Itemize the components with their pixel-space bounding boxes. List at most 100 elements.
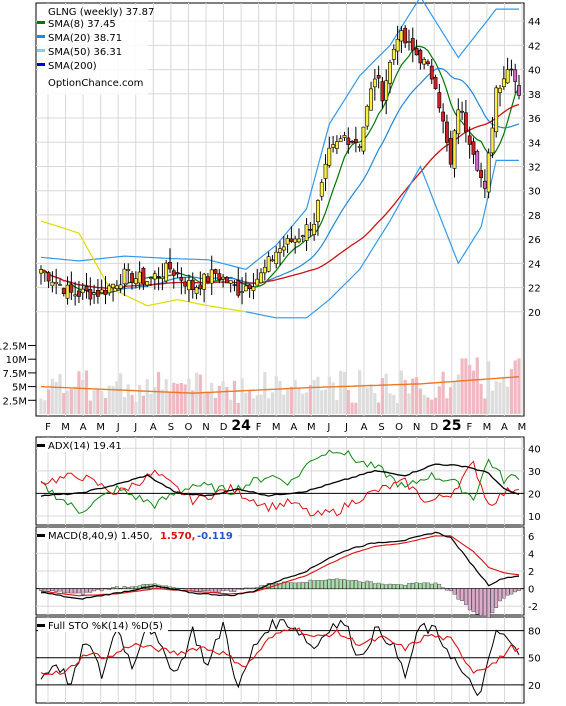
volume-bar — [119, 373, 123, 414]
macd-histogram-bar — [475, 588, 480, 615]
macd-histogram-bar — [115, 586, 119, 589]
candle-body — [232, 284, 237, 286]
macd-histogram-bar — [217, 588, 222, 593]
stochastic-label: Full STO %K(14) %D(5) — [48, 621, 163, 632]
volume-bar — [468, 364, 472, 414]
macd-histogram-bar — [456, 588, 461, 600]
volume-bar — [103, 397, 108, 414]
candle-body — [403, 27, 408, 44]
candle-body — [486, 152, 491, 193]
candle-body — [164, 262, 169, 282]
volume-bar — [157, 371, 161, 414]
candle-body — [323, 163, 328, 179]
macd-histogram-bar — [244, 587, 248, 589]
x-month-label: J — [344, 422, 348, 433]
volume-bar — [236, 402, 240, 414]
x-month-label: J — [116, 422, 120, 433]
macd-histogram-bar — [247, 587, 252, 589]
x-month-label: N — [202, 422, 209, 433]
price-y-tick: 22 — [528, 284, 541, 295]
macd-histogram-bar — [346, 580, 351, 589]
candle-body — [479, 170, 483, 178]
volume-bar — [145, 379, 149, 414]
volume-bar — [240, 378, 244, 414]
macd-histogram-bar — [505, 588, 510, 596]
volume-bar — [77, 371, 81, 414]
candle-body — [316, 200, 320, 223]
volume-bar — [126, 384, 130, 414]
candle-body — [145, 281, 150, 286]
macd-histogram-bar — [335, 578, 339, 589]
candle-body — [418, 49, 423, 64]
volume-bar — [289, 386, 293, 414]
candle-body — [50, 281, 55, 287]
macd-histogram-bar — [61, 588, 66, 594]
volume-bar — [122, 397, 127, 414]
x-month-label: J — [326, 422, 330, 433]
volume-bar — [149, 393, 153, 414]
price-y-tick: 42 — [528, 41, 541, 52]
volume-bars — [39, 357, 521, 414]
macd-line — [40, 531, 520, 600]
macd-histogram-bar — [426, 582, 430, 589]
volume-bar — [433, 397, 438, 414]
macd-histogram-bar — [418, 583, 423, 589]
macd-histogram-bar — [407, 583, 411, 589]
volume-bar — [217, 385, 221, 414]
price-y-tick: 20 — [528, 308, 541, 319]
candle-body — [308, 228, 313, 231]
macd-histogram-bar — [452, 588, 457, 595]
macd-histogram-bar — [88, 588, 93, 593]
macd-histogram-bar — [357, 581, 362, 589]
candle-body — [274, 251, 279, 264]
sto-label-bg — [38, 619, 168, 632]
adx-y-tick: 10 — [528, 512, 541, 523]
volume-bar — [92, 390, 96, 414]
volume-bar — [267, 398, 271, 414]
volume-bar — [96, 388, 100, 414]
candle-body — [456, 109, 461, 135]
macd-histogram-bar — [111, 587, 115, 589]
x-month-label: M — [96, 422, 105, 433]
volume-bar — [316, 376, 320, 414]
macd-histogram-bar — [486, 588, 491, 618]
legend-sma20: SMA(20) 38.71 — [48, 33, 122, 44]
macd-histogram-bar — [471, 588, 476, 613]
axis-labels: F M A M J J A S O N D 24 F M A M J J A S O N D 25 F M A M2022242628… — [0, 17, 541, 692]
volume-bar — [225, 387, 229, 414]
x-month-label: M — [61, 422, 70, 433]
x-month-label: A — [361, 422, 368, 433]
macd-histogram-bar — [316, 580, 320, 589]
candle-body — [152, 273, 157, 280]
volume-bar — [107, 385, 111, 414]
macd-histogram-bar — [107, 588, 112, 590]
adx-y-tick: 20 — [528, 489, 541, 500]
candle-body — [437, 92, 442, 109]
candle-body — [319, 182, 324, 197]
candle-body — [342, 135, 347, 138]
legend-swatch-sma20 — [37, 35, 45, 38]
candle-body — [54, 282, 59, 285]
volume-bar — [251, 398, 256, 414]
candle-body — [297, 238, 301, 243]
volume-bar — [255, 394, 259, 414]
volume-bar — [460, 358, 464, 414]
candle-body — [361, 126, 366, 152]
volume-bar — [88, 400, 92, 414]
legend-sma8: SMA(8) 37.45 — [48, 19, 116, 30]
volume-bar — [456, 374, 460, 414]
macd-histogram-bar — [414, 582, 419, 589]
volume-bar — [206, 391, 210, 414]
macd-histogram-bar — [130, 586, 134, 589]
macd-histogram-bar — [251, 587, 256, 589]
volume-bar — [164, 379, 168, 414]
macd-histogram-bar — [46, 588, 51, 592]
candle-body — [190, 279, 195, 291]
volume-bar — [396, 402, 400, 414]
candle-body — [471, 141, 476, 155]
sto-y-tick: 50 — [528, 654, 541, 665]
candle-body — [137, 271, 142, 284]
volume-bar — [100, 390, 104, 414]
volume-bar — [426, 397, 430, 414]
